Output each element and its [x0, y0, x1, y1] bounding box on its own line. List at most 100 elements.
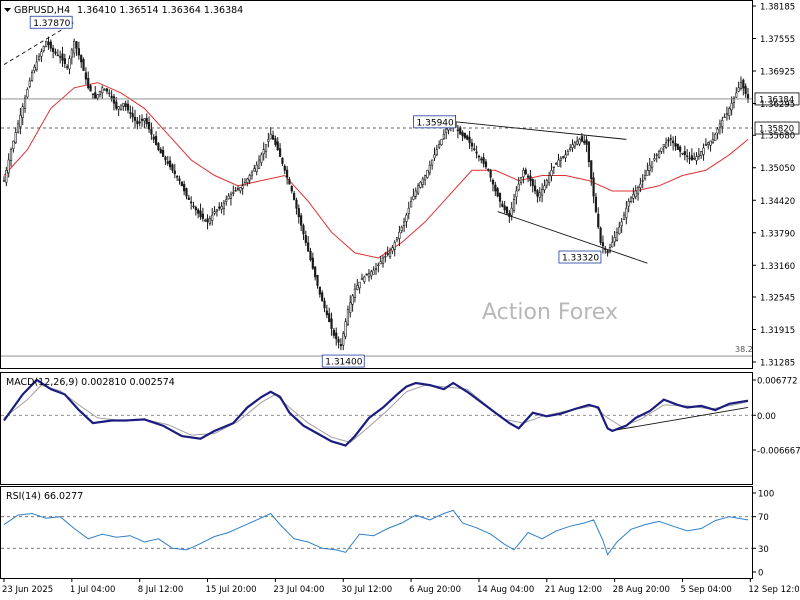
candle-body	[662, 144, 665, 148]
candle-body	[405, 214, 408, 222]
candle-body	[473, 148, 476, 150]
candle-body	[211, 214, 214, 221]
candle-body	[388, 252, 392, 257]
candle-body	[590, 160, 593, 180]
candle-body	[674, 142, 677, 147]
candle-body	[297, 208, 300, 218]
candle-body	[562, 156, 565, 158]
candle-body	[660, 147, 663, 152]
candle-body	[94, 92, 97, 99]
candle-body	[438, 144, 441, 148]
candle-body	[197, 209, 200, 214]
candle-body	[629, 197, 633, 202]
candle-body	[187, 197, 190, 200]
candle-body	[236, 188, 240, 190]
time-tick-label: 23 Jul 04:00	[273, 585, 324, 595]
candle-body	[323, 300, 326, 309]
candle-body	[178, 178, 181, 181]
candle-body	[243, 182, 247, 186]
macd-tick-label: 0.00	[757, 412, 776, 422]
candle-body	[208, 218, 211, 224]
candle-body	[646, 170, 649, 176]
candle-body	[28, 80, 31, 87]
candle-body	[213, 211, 216, 214]
candle-body	[225, 199, 228, 202]
candle-body	[695, 156, 698, 161]
time-tick-label: 12 Sep 12:00	[748, 585, 800, 595]
candle-body	[435, 149, 438, 156]
candle-body	[346, 309, 350, 325]
candle-body	[260, 154, 263, 163]
candle-body	[400, 226, 403, 231]
candle-body	[70, 49, 73, 58]
candle-body	[339, 344, 343, 347]
candle-body	[714, 133, 717, 141]
candle-body	[398, 231, 401, 239]
candle-body	[194, 207, 197, 211]
candle-body	[325, 310, 328, 316]
price-callout-label: 1.37870	[33, 19, 70, 29]
candle-body	[278, 148, 282, 157]
candle-body	[632, 194, 635, 199]
candle-body	[302, 225, 305, 235]
candle-body	[180, 181, 183, 187]
candle-body	[545, 180, 548, 186]
candle-body	[391, 247, 394, 252]
candle-body	[653, 157, 656, 161]
dropdown-triangle-icon[interactable]	[4, 8, 11, 12]
fib-level-label: 38.2	[735, 345, 753, 354]
candle-body	[63, 58, 66, 64]
candle-body	[257, 159, 261, 169]
candle-body	[250, 171, 254, 176]
candle-body	[321, 292, 324, 302]
candle-body	[512, 199, 516, 211]
candle-body	[625, 207, 628, 218]
price-tick-label: 1.38185	[760, 3, 795, 13]
candle-body	[409, 200, 413, 208]
candle-body	[480, 158, 483, 161]
candle-body	[271, 135, 275, 140]
candle-body	[267, 139, 270, 142]
candle-body	[555, 163, 558, 165]
candle-body	[61, 53, 64, 61]
candle-body	[721, 120, 724, 127]
candle-body	[548, 175, 551, 183]
candle-body	[215, 209, 219, 212]
candle-body	[143, 118, 146, 122]
candle-body	[199, 210, 202, 218]
candle-body	[360, 278, 364, 281]
candle-body	[571, 144, 574, 149]
candle-body	[9, 149, 13, 161]
moving-average-layer	[3, 82, 749, 259]
candle-body	[234, 190, 237, 192]
candle-body	[37, 56, 41, 60]
watermark: Action Forex	[482, 300, 618, 325]
price-tick-label: 1.32545	[760, 293, 795, 303]
price-trendline	[497, 211, 648, 264]
candle-body	[176, 176, 179, 178]
time-tick-label: 1 Jul 04:00	[70, 585, 116, 595]
rsi-axis: 100 70 30 0	[752, 490, 774, 579]
candle-body	[526, 175, 530, 178]
moving-average-line	[3, 82, 749, 259]
candle-body	[744, 86, 747, 94]
candle-body	[580, 136, 583, 142]
price-callout-box	[321, 354, 365, 368]
time-tick-label: 21 Aug 12:00	[545, 585, 602, 595]
candle-body	[147, 122, 151, 130]
candle-body	[77, 48, 80, 56]
candle-body	[585, 139, 588, 145]
price-callout-box	[413, 115, 456, 129]
candlestick-layer	[2, 36, 750, 351]
rsi-tick-label: 30	[758, 545, 769, 555]
candle-body	[622, 214, 626, 220]
candle-body	[59, 56, 62, 58]
candle-body	[253, 168, 256, 172]
candle-body	[335, 332, 338, 340]
candle-body	[183, 184, 186, 192]
candle-body	[732, 97, 736, 103]
candle-body	[229, 194, 233, 199]
candle-body	[370, 271, 373, 277]
candle-body	[737, 87, 740, 92]
candle-body	[578, 139, 581, 145]
